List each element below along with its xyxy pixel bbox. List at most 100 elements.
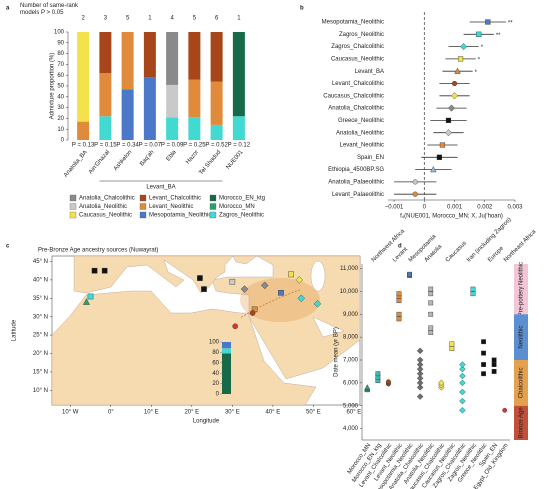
point — [457, 56, 464, 62]
map-base — [51, 255, 361, 406]
date-point — [364, 384, 371, 390]
count-label: 3 — [104, 16, 108, 22]
category-label: Greece_Neolithic — [338, 118, 384, 124]
point — [444, 129, 452, 137]
legend-label: Mesopotamia_Neolithic — [149, 213, 211, 219]
category-label: Levant_Palaeolithic — [332, 192, 384, 198]
date-point — [407, 271, 412, 277]
date-point — [416, 384, 424, 391]
inset-segment — [222, 353, 231, 394]
x-tick-label: 20° E — [184, 410, 199, 416]
x-tick-label: 10° W — [62, 410, 79, 416]
y-tick-label: 10 — [57, 127, 64, 133]
legend-swatch — [69, 203, 77, 210]
date-point — [416, 375, 424, 382]
y-tick-label: 8,000 — [343, 335, 359, 341]
bar-segment — [188, 117, 201, 140]
map-point — [295, 276, 304, 284]
x-axis-label: f₄(NUE001, Morocco_MN; X, Ju|'hoan) — [400, 214, 503, 220]
p-value: P = 0.12 — [228, 143, 251, 149]
p-value: P = 0.07 — [139, 143, 162, 149]
date-point — [375, 371, 381, 377]
x-tick-label: −0.001 — [385, 205, 404, 211]
date-point — [416, 361, 424, 368]
y-tick-label: 20 — [57, 116, 64, 122]
bar-segment — [99, 32, 112, 74]
legend-label: Zagros_Neolithic — [219, 213, 264, 219]
date-point — [416, 370, 424, 377]
date-point — [428, 291, 434, 297]
period-label: Bronze Age — [519, 407, 525, 439]
x-tick-label: 60° E — [347, 410, 362, 416]
bar-segment — [166, 32, 179, 85]
period-label: Chalcolithic — [519, 368, 525, 399]
land-africa — [51, 290, 317, 406]
category-label: Anatolia_Palaeolithic — [328, 179, 384, 185]
count-label: 2 — [81, 16, 85, 22]
point — [460, 43, 468, 51]
land-north — [232, 255, 258, 265]
y-tick-label: 80 — [57, 51, 64, 57]
date-point — [416, 347, 424, 355]
y-tick-label: 70 — [57, 62, 64, 68]
x-tick-label: 0 — [423, 205, 427, 211]
map-point — [201, 286, 207, 292]
date-point — [416, 393, 424, 400]
legend-swatch — [209, 211, 217, 219]
legend-swatch — [209, 194, 217, 202]
date-point — [396, 291, 402, 297]
panel-label: d — [398, 244, 402, 250]
count-label: 1 — [148, 16, 152, 22]
y-tick-label: 50 — [57, 84, 64, 90]
bar-segment — [210, 124, 223, 140]
x-tick-label: Hazor — [185, 149, 200, 165]
y-tick-label: 10,000 — [340, 289, 359, 295]
y-tick-label: 100 — [54, 30, 65, 36]
x-axis-label: Longitude — [193, 419, 220, 425]
p-value: P = 0.25 — [183, 143, 206, 149]
panel-label: b — [300, 6, 304, 12]
y-tick-label: 10° N — [33, 388, 48, 394]
date-point — [481, 371, 486, 377]
migration-arrow — [239, 289, 301, 319]
category-label: Ethiopia_4500BP.SG — [328, 167, 384, 173]
y-tick-label: 7,000 — [343, 358, 359, 364]
legend-swatch — [139, 194, 147, 202]
legend-label: Anatolia_Chalcolithic — [79, 196, 135, 202]
map-point — [297, 294, 306, 303]
x-tick-label: Anatolia_BA — [63, 149, 89, 178]
period-label: Pre-pottery Neolithic — [519, 262, 525, 316]
map-point — [87, 293, 94, 300]
point — [454, 67, 461, 74]
count-label: 5 — [193, 16, 197, 22]
bar-segment — [121, 32, 134, 90]
region-label: Northeast Africa — [503, 229, 538, 264]
category-label: Zagros_Neolithic — [339, 32, 384, 38]
category-label: Caucasus_Neolithic — [331, 56, 384, 62]
y-tick-label: 4,000 — [343, 426, 359, 432]
x-tick-label: Ain'Ghazal — [88, 149, 111, 175]
category-label: Anatolia_Neolithic — [336, 130, 384, 136]
period-band — [514, 360, 528, 406]
inset-tick-label: 80 — [212, 350, 219, 356]
inset-segment — [222, 342, 231, 349]
bar-segment — [232, 116, 245, 140]
date-point — [396, 298, 402, 303]
date-point — [416, 379, 424, 387]
count-label: 4 — [170, 16, 174, 22]
point — [412, 191, 418, 197]
point — [439, 142, 446, 148]
date-point — [428, 286, 434, 292]
map-point — [313, 300, 322, 308]
point — [451, 92, 459, 100]
bar-segment — [166, 84, 179, 118]
p-value: P = 0.09 — [161, 143, 184, 149]
bar-segment — [143, 77, 156, 140]
legend-swatch — [69, 194, 77, 202]
map-point — [240, 285, 249, 293]
inset-segment — [222, 348, 231, 354]
x-tick-label: 50° E — [306, 410, 321, 416]
point — [412, 179, 418, 185]
bar-segment — [232, 32, 245, 117]
